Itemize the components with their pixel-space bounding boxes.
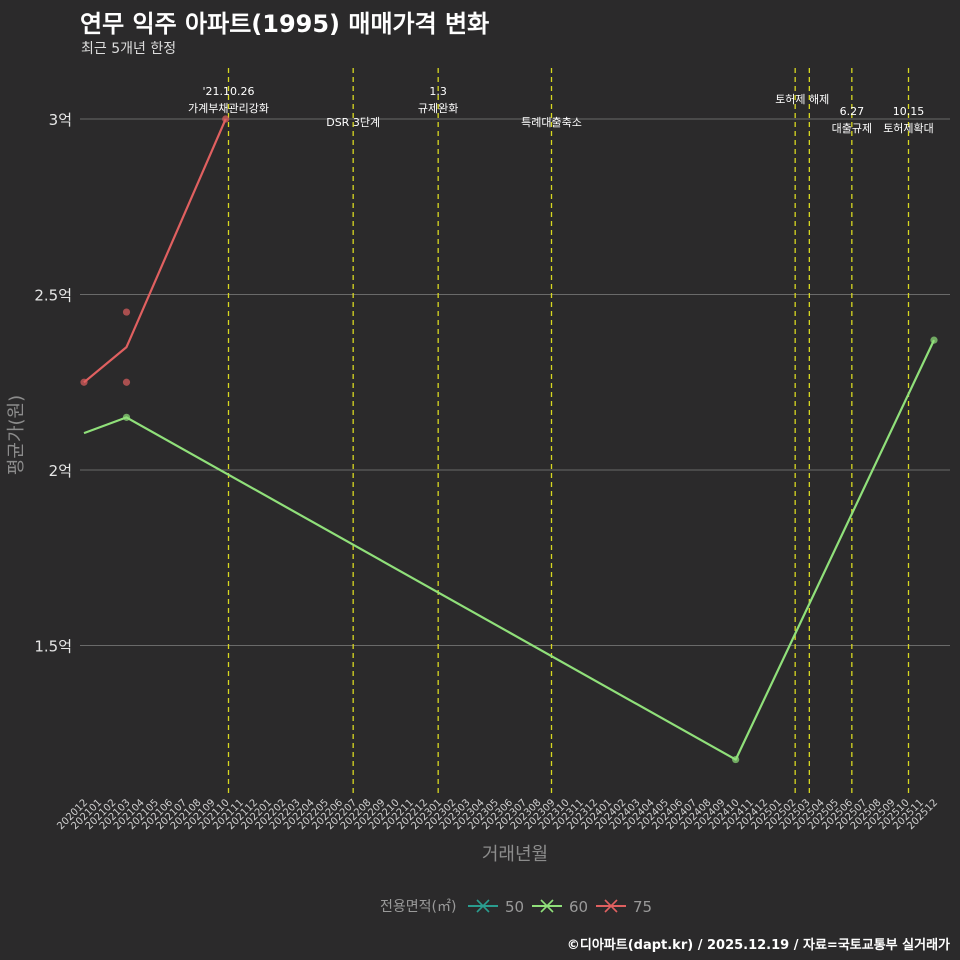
event-label: 6.27 — [840, 105, 865, 118]
source-caption: ©디아파트(dapt.kr) / 2025.12.19 / 자료=국토교통부 실… — [566, 938, 950, 953]
chart-title: 연무 익주 아파트(1995) 매매가격 변화 — [80, 10, 490, 38]
series-line-75 — [83, 118, 227, 384]
y-tick-label: 3억 — [49, 111, 72, 129]
legend-label-50: 50 — [505, 898, 524, 916]
data-point-60 — [122, 413, 131, 421]
series-layer — [80, 115, 938, 764]
event-label: 대출규제 — [832, 122, 872, 135]
legend-label-60: 60 — [569, 898, 588, 916]
data-point-75 — [122, 378, 131, 386]
chart-subtitle: 최근 5개년 한정 — [81, 41, 177, 57]
event-label: 1.3 — [429, 85, 447, 98]
data-point-75 — [222, 115, 230, 123]
legend-marker-50 — [476, 899, 490, 913]
x-axis-title: 거래년월 — [482, 844, 548, 865]
legend-label-75: 75 — [633, 898, 652, 916]
event-label: 토허제확대 — [883, 122, 934, 135]
x-axis: 2020122021012021022021032021042021052021… — [55, 797, 940, 832]
data-point-60 — [930, 336, 938, 344]
legend-marker-60 — [540, 899, 554, 913]
event-label: 규제완화 — [418, 102, 458, 115]
legend-marker-75 — [604, 899, 618, 913]
event-label: 가계부채관리강화 — [188, 102, 269, 115]
data-point-60 — [732, 755, 740, 764]
y-tick-label: 2.5억 — [34, 287, 72, 305]
data-point-75 — [80, 378, 88, 386]
y-tick-label: 2억 — [49, 462, 72, 480]
grid-lines — [80, 118, 950, 646]
event-label: 10.15 — [893, 105, 925, 118]
y-tick-label: 1.5억 — [34, 638, 72, 656]
y-axis: 1.5억 2억 2.5억 3억 — [34, 111, 72, 656]
event-label: 토허제 해제 — [775, 92, 829, 106]
event-label: 특례대출축소 — [521, 116, 582, 129]
legend-title: 전용면적(㎡) — [380, 899, 456, 915]
legend: 전용면적(㎡) 50 60 75 — [380, 898, 652, 916]
data-point-75 — [122, 308, 131, 316]
event-label: DSR 3단계 — [326, 116, 380, 129]
y-axis-title: 평균가(원) — [6, 395, 27, 475]
series-line-60 — [83, 339, 935, 761]
event-label: '21.10.26 — [202, 85, 254, 98]
